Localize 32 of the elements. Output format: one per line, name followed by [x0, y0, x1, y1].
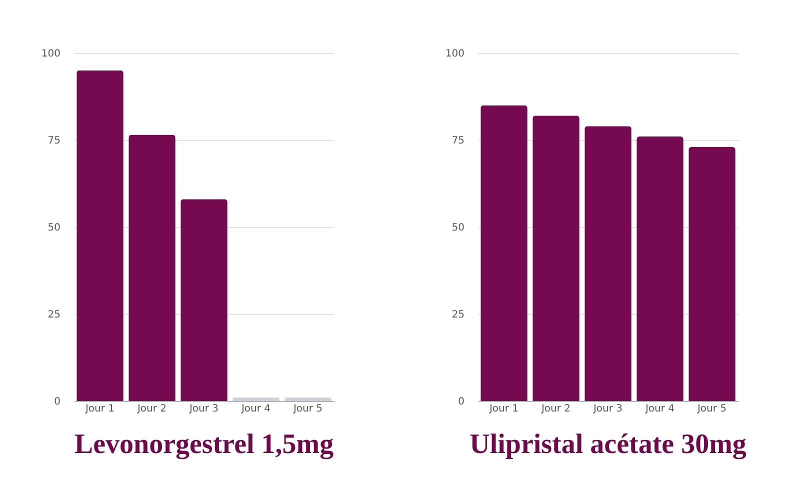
x-tick-label: Jour 4 — [644, 404, 675, 414]
bar — [480, 105, 528, 401]
y-tick-label: 0 — [54, 396, 60, 408]
x-tick-label: Jour 3 — [592, 404, 623, 414]
x-tick-label: Jour 1 — [488, 404, 519, 414]
y-tick-label: 50 — [452, 222, 464, 234]
y-tick-label: 0 — [458, 396, 464, 408]
bar — [584, 126, 632, 401]
y-tick-label: 75 — [452, 136, 464, 146]
bar — [76, 70, 124, 401]
bar — [128, 134, 176, 401]
y-tick-label: 25 — [48, 310, 60, 320]
y-tick-label: 75 — [48, 136, 60, 146]
y-tick-label: 100 — [41, 48, 60, 60]
x-tick-label: Jour 5 — [696, 404, 727, 414]
x-tick-label: Jour 1 — [84, 404, 115, 414]
y-tick-label: 100 — [445, 48, 464, 60]
x-tick-label: Jour 3 — [188, 404, 219, 414]
text: Levonorgestrel 1,5mg — [74, 429, 334, 460]
bar — [636, 136, 684, 401]
y-tick-label: 50 — [48, 222, 60, 234]
bar — [532, 116, 580, 401]
x-tick-label: Jour 4 — [240, 404, 271, 414]
text: Ulipristal acétate 30mg — [470, 429, 746, 460]
bar — [688, 146, 736, 401]
bar — [180, 199, 228, 401]
bar — [284, 398, 332, 401]
x-tick-label: Jour 2 — [540, 404, 571, 414]
bar — [232, 398, 280, 401]
x-tick-label: Jour 5 — [292, 404, 323, 414]
y-tick-label: 25 — [452, 310, 464, 320]
x-tick-label: Jour 2 — [136, 404, 167, 414]
